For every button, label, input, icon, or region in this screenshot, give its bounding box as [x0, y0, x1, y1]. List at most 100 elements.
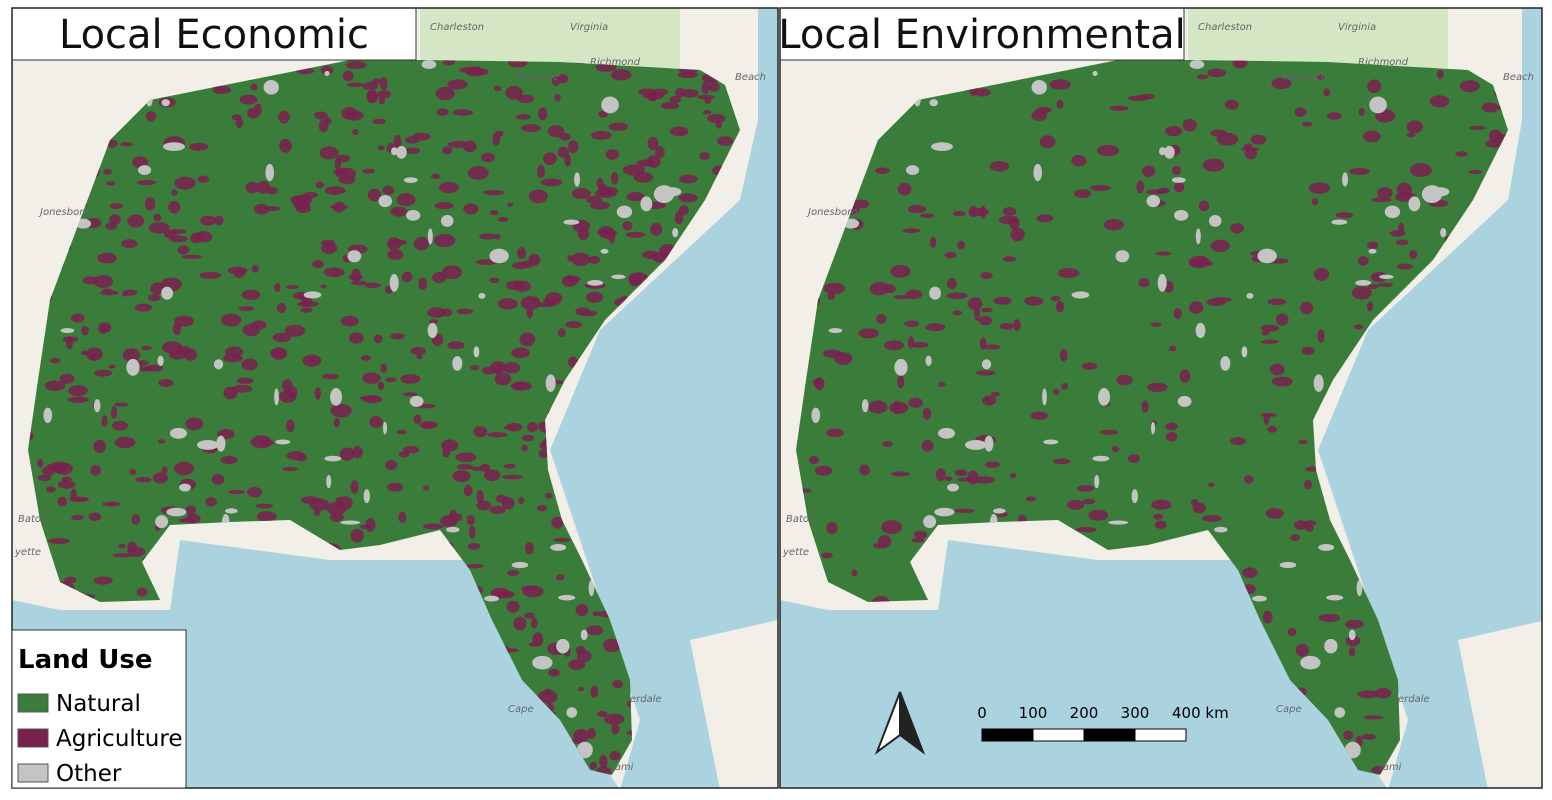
place-label: Cape	[1276, 704, 1302, 715]
agriculture-patch	[1271, 77, 1292, 89]
agriculture-patch	[88, 512, 102, 521]
agriculture-patch	[458, 66, 481, 74]
agriculture-patch	[702, 110, 712, 115]
agriculture-patch	[429, 319, 439, 324]
agriculture-patch	[920, 213, 935, 219]
agriculture-patch	[242, 323, 261, 337]
agriculture-patch	[108, 214, 121, 225]
agriculture-patch	[505, 280, 525, 291]
other-patch	[981, 359, 992, 370]
other-patch	[93, 399, 101, 413]
other-patch	[324, 455, 342, 462]
agriculture-patch	[278, 110, 290, 124]
agriculture-patch	[396, 193, 416, 207]
agriculture-patch	[507, 569, 520, 577]
scale-segment	[1134, 728, 1187, 742]
other-patch	[396, 145, 407, 159]
other-patch	[894, 358, 908, 376]
land	[1458, 620, 1542, 788]
agriculture-patch	[70, 514, 84, 521]
agriculture-patch	[173, 461, 194, 476]
agriculture-patch	[1357, 255, 1369, 266]
legend-label: Natural	[56, 691, 141, 717]
agriculture-patch	[893, 400, 900, 415]
agriculture-patch	[921, 439, 934, 452]
agriculture-patch	[1138, 277, 1150, 288]
other-patch	[378, 194, 393, 208]
place-label: Jonesboro	[806, 207, 857, 218]
other-patch	[653, 185, 675, 204]
agriculture-patch	[105, 181, 116, 186]
agriculture-patch	[148, 222, 170, 234]
agriculture-patch	[1173, 181, 1185, 193]
agriculture-patch	[200, 215, 217, 226]
agriculture-patch	[553, 537, 571, 542]
agriculture-patch	[1088, 509, 1109, 521]
other-patch	[1164, 145, 1175, 159]
agriculture-patch	[1150, 322, 1162, 327]
other-patch	[1313, 374, 1324, 392]
agriculture-patch	[373, 334, 383, 344]
agriculture-patch	[625, 231, 646, 238]
panel-frame	[11, 7, 779, 789]
agriculture-patch	[467, 542, 481, 550]
agriculture-patch	[419, 421, 438, 429]
agriculture-patch	[834, 352, 853, 365]
agriculture-patch	[479, 233, 496, 240]
legend-label: Other	[56, 761, 122, 787]
agriculture-patch	[1406, 132, 1416, 138]
other-patch	[1177, 395, 1192, 407]
agriculture-patch	[1049, 79, 1072, 90]
agriculture-patch	[321, 242, 338, 255]
agriculture-patch	[1367, 79, 1382, 94]
agriculture-patch	[851, 569, 858, 577]
agriculture-patch	[197, 175, 210, 183]
agriculture-patch	[1468, 125, 1487, 130]
agriculture-patch	[938, 382, 946, 388]
other-patch	[1189, 60, 1205, 69]
agriculture-patch	[1073, 189, 1092, 199]
agriculture-patch	[980, 307, 993, 313]
agriculture-patch	[517, 247, 527, 260]
agriculture-patch	[875, 167, 890, 175]
agriculture-patch	[97, 252, 117, 264]
agriculture-patch	[557, 74, 569, 84]
agriculture-patch	[410, 346, 426, 356]
agriculture-patch	[547, 125, 565, 138]
agriculture-patch	[455, 452, 477, 463]
agriculture-patch	[157, 439, 166, 444]
other-patch	[1246, 292, 1254, 299]
other-patch	[1157, 274, 1167, 292]
agriculture-patch	[121, 239, 138, 249]
agriculture-patch	[678, 130, 686, 136]
agriculture-patch	[489, 209, 499, 216]
agriculture-patch	[178, 518, 195, 523]
agriculture-patch	[1308, 182, 1330, 194]
agriculture-patch	[511, 347, 530, 359]
other-patch	[563, 219, 580, 225]
other-patch	[1241, 346, 1248, 358]
agriculture-patch	[168, 235, 188, 243]
agriculture-patch	[362, 372, 381, 384]
agriculture-patch	[1127, 454, 1140, 463]
agriculture-patch	[897, 374, 905, 389]
agriculture-patch	[925, 323, 946, 332]
other-patch	[324, 70, 330, 77]
agriculture-patch	[1429, 95, 1450, 108]
agriculture-patch	[314, 111, 328, 120]
agriculture-patch	[456, 308, 474, 315]
agriculture-patch	[1208, 482, 1215, 488]
agriculture-patch	[1196, 74, 1209, 80]
agriculture-patch	[37, 458, 44, 468]
agriculture-patch	[610, 172, 619, 185]
agriculture-patch	[282, 379, 293, 392]
agriculture-patch	[129, 468, 137, 476]
agriculture-patch	[380, 363, 388, 373]
agriculture-patch	[526, 308, 534, 319]
agriculture-patch	[466, 563, 484, 569]
agriculture-patch	[220, 313, 242, 327]
other-patch	[1171, 177, 1186, 183]
agriculture-patch	[1362, 130, 1381, 143]
agriculture-patch	[235, 117, 244, 128]
agriculture-patch	[340, 315, 359, 327]
